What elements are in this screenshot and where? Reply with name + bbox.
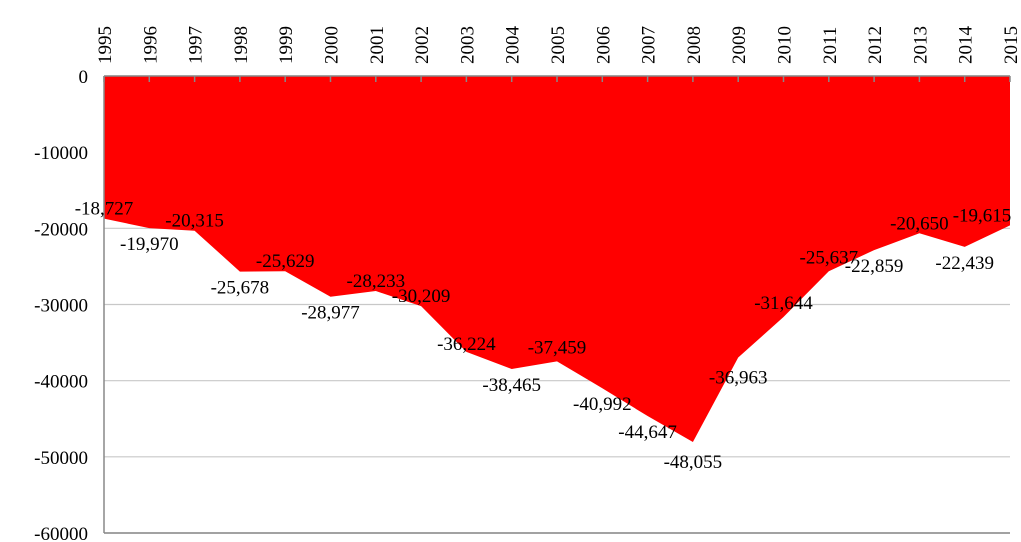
y-tick-label: -50000 (34, 448, 88, 469)
x-tick-label: 1997 (186, 26, 207, 64)
x-tick-label: 2014 (956, 26, 977, 65)
x-tick-label: 2013 (910, 26, 931, 64)
x-tick-label: 2010 (775, 26, 796, 64)
x-tick-label: 2008 (684, 26, 705, 64)
data-label: -48,055 (664, 452, 723, 473)
x-tick-label: 1998 (231, 26, 252, 64)
data-label: -44,647 (618, 422, 677, 443)
data-label: -22,859 (845, 256, 904, 277)
x-tick-label: 2015 (1001, 26, 1021, 64)
data-label: -28,233 (347, 271, 406, 292)
x-tick-label: 2002 (412, 26, 433, 64)
y-tick-label: -10000 (34, 143, 88, 164)
y-tick-label: -20000 (34, 219, 88, 240)
area (104, 76, 1010, 443)
data-label: -25,637 (800, 247, 859, 268)
data-label: -28,977 (301, 303, 360, 324)
x-tick-label: 1995 (95, 26, 116, 64)
data-label: -22,439 (935, 253, 994, 274)
data-label: -38,465 (482, 375, 541, 396)
data-label: -18,727 (75, 199, 134, 220)
x-tick-label: 2009 (729, 26, 750, 64)
data-label: -19,615 (953, 205, 1012, 226)
x-tick-label: 2011 (820, 27, 841, 64)
x-tick-label: 2000 (322, 26, 343, 64)
data-label: -20,315 (165, 211, 224, 232)
data-label: -36,963 (709, 368, 768, 389)
data-label: -31,644 (754, 293, 813, 314)
data-label: -36,224 (437, 334, 496, 355)
data-label: -25,678 (211, 278, 270, 299)
x-tick-label: 2005 (548, 26, 569, 64)
x-tick-label: 2012 (865, 26, 886, 64)
data-label: -20,650 (890, 213, 949, 234)
data-label: -37,459 (528, 337, 587, 358)
y-tick-label: -40000 (34, 372, 88, 393)
x-tick-label: 1999 (276, 26, 297, 64)
x-tick-label: 2001 (367, 26, 388, 64)
x-tick-label: 2007 (639, 26, 660, 64)
y-tick-label: -60000 (34, 524, 88, 542)
data-label: -30,209 (392, 286, 451, 307)
x-tick-label: 2006 (593, 26, 614, 64)
data-label: -25,629 (256, 251, 315, 272)
x-tick-label: 1996 (140, 26, 161, 64)
x-tick-label: 2004 (503, 26, 524, 65)
x-tick-label: 2003 (457, 26, 478, 64)
data-label: -19,970 (120, 234, 179, 255)
y-tick-label: 0 (79, 67, 89, 88)
y-tick-label: -30000 (34, 296, 88, 317)
data-label: -40,992 (573, 394, 632, 415)
